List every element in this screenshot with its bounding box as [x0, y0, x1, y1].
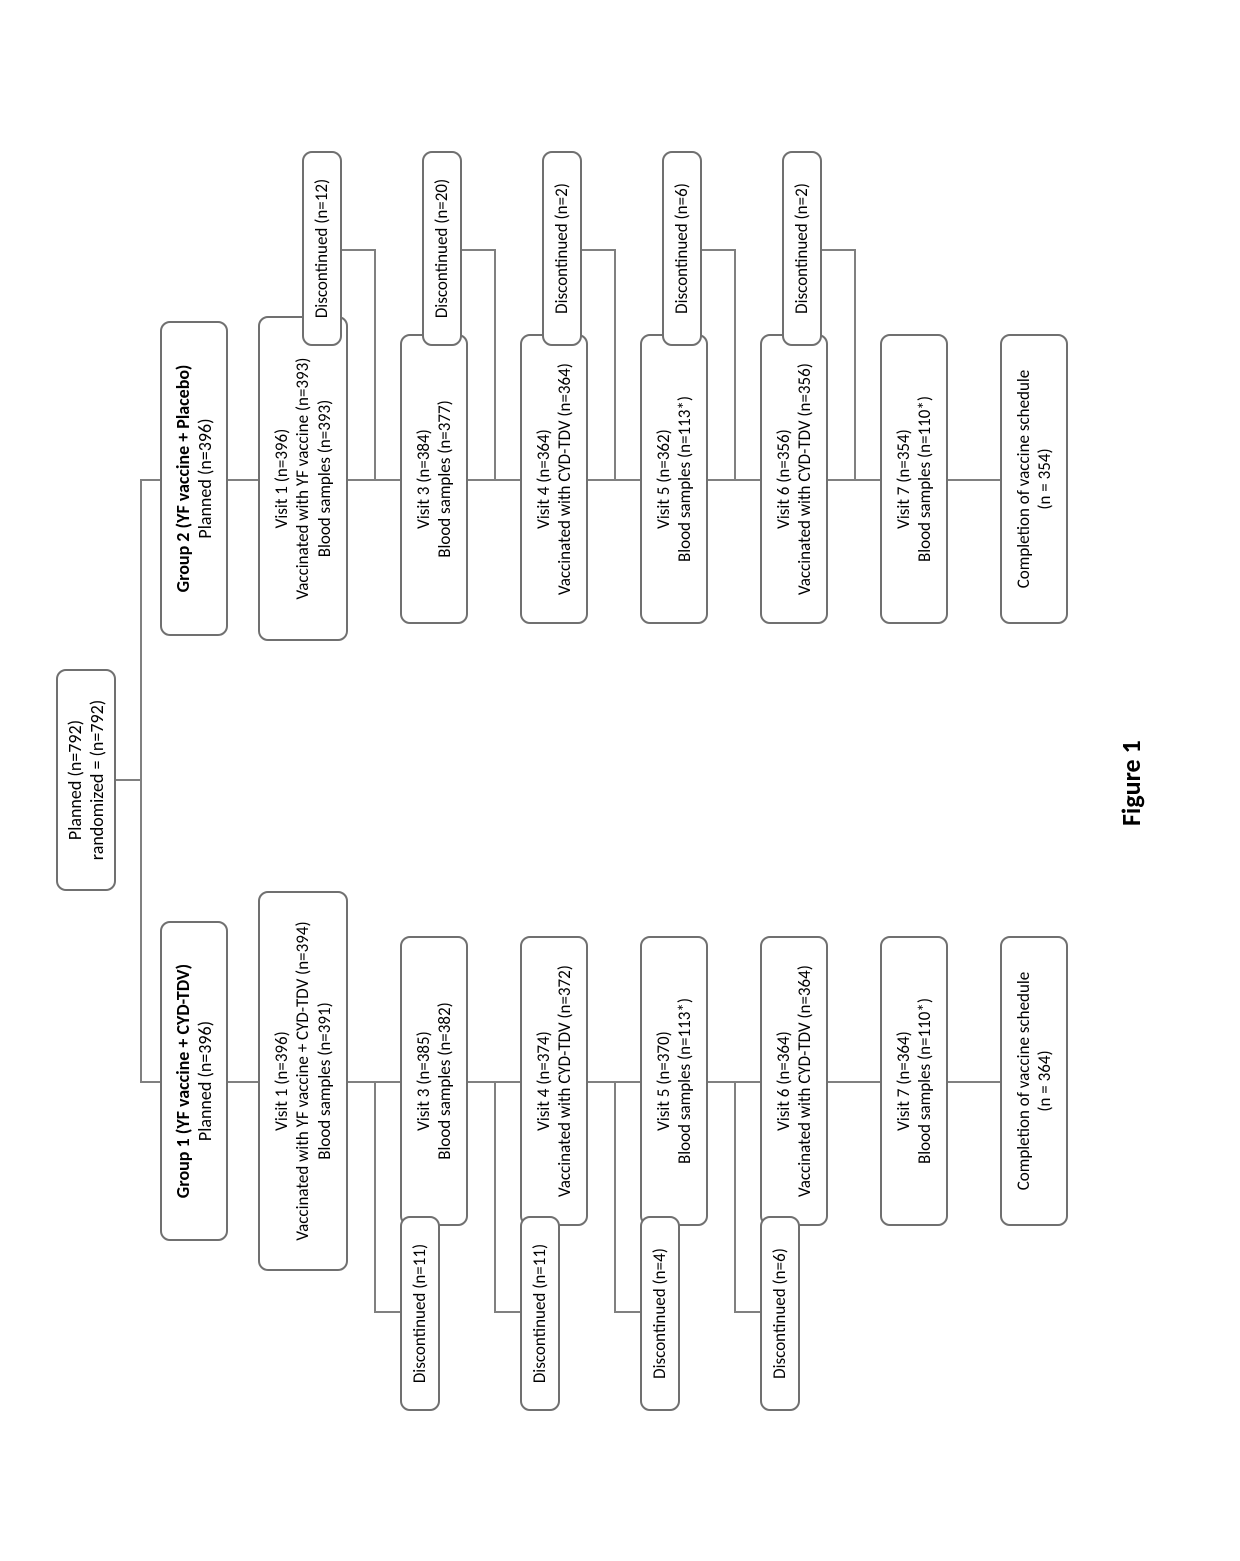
connector	[822, 249, 854, 251]
group1-header: Group 1 (YF vaccine + CYD-TDV) Planned (…	[160, 921, 228, 1241]
g2-v4-l2: Vaccinated with CYD-TDV (n=364)	[554, 363, 575, 595]
g1-visit7: Visit 7 (n=364) Blood samples (n=110*)	[880, 936, 948, 1226]
root-box: Planned (n=792) randomized = (n=792)	[56, 669, 116, 891]
connector	[228, 479, 258, 481]
g1-comp-l1: Completion of vaccine schedule	[1013, 972, 1034, 1191]
connector	[462, 249, 494, 251]
figure-caption: Figure 1	[1115, 740, 1147, 826]
g1-disc-1: Discontinued (n=11)	[400, 1216, 440, 1411]
connector	[494, 1311, 520, 1313]
g1-v7-l2: Blood samples (n=110*)	[914, 998, 935, 1164]
connector	[228, 1081, 258, 1083]
g1-visit3: Visit 3 (n=385) Blood samples (n=382)	[400, 936, 468, 1226]
g2-v3-l1: Visit 3 (n=384)	[413, 429, 434, 529]
g2-disc-2: Discontinued (n=20)	[422, 151, 462, 346]
g2-v5-l1: Visit 5 (n=362)	[653, 429, 674, 529]
g1-disc-2: Discontinued (n=11)	[520, 1216, 560, 1411]
connector	[374, 249, 376, 481]
g2-comp-l2: (n = 354)	[1034, 448, 1055, 509]
connector	[734, 1083, 736, 1313]
connector	[140, 1081, 160, 1083]
g2-disc-2-txt: Discontinued (n=20)	[431, 179, 452, 318]
group1-sub: Planned (n=396)	[194, 1021, 217, 1141]
g1-v3-l2: Blood samples (n=382)	[434, 1002, 455, 1160]
g2-disc-3-txt: Discontinued (n=2)	[551, 183, 572, 314]
g1-disc-3-txt: Discontinued (n=4)	[649, 1248, 670, 1379]
root-line2: randomized = (n=792)	[86, 700, 109, 860]
g1-visit6: Visit 6 (n=364) Vaccinated with CYD-TDV …	[760, 936, 828, 1226]
g1-v3-l1: Visit 3 (n=385)	[413, 1031, 434, 1131]
connector	[948, 1081, 1000, 1083]
g1-completion: Completion of vaccine schedule (n = 364)	[1000, 936, 1068, 1226]
connector	[614, 1083, 616, 1313]
connector	[374, 1083, 376, 1313]
g2-visit3: Visit 3 (n=384) Blood samples (n=377)	[400, 334, 468, 624]
g1-v7-l1: Visit 7 (n=364)	[893, 1031, 914, 1131]
g1-v5-l2: Blood samples (n=113*)	[674, 998, 695, 1164]
g1-v6-l2: Vaccinated with CYD-TDV (n=364)	[794, 965, 815, 1197]
g1-v5-l1: Visit 5 (n=370)	[653, 1031, 674, 1131]
g1-comp-l2: (n = 364)	[1034, 1050, 1055, 1111]
g1-disc-4: Discontinued (n=6)	[760, 1216, 800, 1411]
g2-v1-l3: Blood samples (n=393)	[314, 400, 335, 558]
group2-header: Group 2 (YF vaccine + Placebo) Planned (…	[160, 321, 228, 636]
g2-comp-l1: Completion of vaccine schedule	[1013, 370, 1034, 589]
g1-v6-l1: Visit 6 (n=364)	[773, 1031, 794, 1131]
group2-title: Group 2 (YF vaccine + Placebo)	[172, 365, 195, 593]
connector	[854, 249, 856, 481]
g2-disc-1: Discontinued (n=12)	[302, 151, 342, 346]
g1-v4-l1: Visit 4 (n=374)	[533, 1031, 554, 1131]
g2-disc-1-txt: Discontinued (n=12)	[311, 179, 332, 318]
g2-v7-l2: Blood samples (n=110*)	[914, 396, 935, 562]
g2-disc-3: Discontinued (n=2)	[542, 151, 582, 346]
connector	[494, 1083, 496, 1313]
g1-v4-l2: Vaccinated with CYD-TDV (n=372)	[554, 965, 575, 1197]
g2-visit5: Visit 5 (n=362) Blood samples (n=113*)	[640, 334, 708, 624]
g1-v1-l2: Vaccinated with YF vaccine + CYD-TDV (n=…	[292, 921, 313, 1240]
g2-v1-l2: Vaccinated with YF vaccine (n=393)	[292, 358, 313, 600]
g1-v1-l1: Visit 1 (n=396)	[271, 1031, 292, 1131]
g1-v1-l3: Blood samples (n=391)	[314, 1002, 335, 1160]
connector	[374, 1311, 400, 1313]
g2-visit4: Visit 4 (n=364) Vaccinated with CYD-TDV …	[520, 334, 588, 624]
g1-disc-3: Discontinued (n=4)	[640, 1216, 680, 1411]
connector	[342, 249, 374, 251]
g2-disc-4-txt: Discontinued (n=6)	[671, 183, 692, 314]
g2-v1-l1: Visit 1 (n=396)	[271, 429, 292, 529]
connector	[614, 1311, 640, 1313]
g2-disc-5-txt: Discontinued (n=2)	[791, 183, 812, 314]
connector	[614, 249, 616, 481]
connector	[140, 479, 160, 481]
connector	[116, 779, 140, 781]
g2-v7-l1: Visit 7 (n=354)	[893, 429, 914, 529]
connector	[734, 249, 736, 481]
g1-disc-4-txt: Discontinued (n=6)	[769, 1248, 790, 1379]
g2-visit7: Visit 7 (n=354) Blood samples (n=110*)	[880, 334, 948, 624]
g2-disc-4: Discontinued (n=6)	[662, 151, 702, 346]
g2-v6-l1: Visit 6 (n=356)	[773, 429, 794, 529]
g2-completion: Completion of vaccine schedule (n = 354)	[1000, 334, 1068, 624]
connector	[734, 1311, 760, 1313]
g2-v4-l1: Visit 4 (n=364)	[533, 429, 554, 529]
connector	[948, 479, 1000, 481]
connector	[828, 1081, 880, 1083]
g1-disc-2-txt: Discontinued (n=11)	[529, 1244, 550, 1383]
connector	[702, 249, 734, 251]
g2-v6-l2: Vaccinated with CYD-TDV (n=356)	[794, 363, 815, 595]
g2-v3-l2: Blood samples (n=377)	[434, 400, 455, 558]
connector	[140, 479, 142, 1083]
group1-title: Group 1 (YF vaccine + CYD-TDV)	[172, 964, 195, 1198]
g2-v5-l2: Blood samples (n=113*)	[674, 396, 695, 562]
g1-disc-1-txt: Discontinued (n=11)	[409, 1244, 430, 1383]
group2-sub: Planned (n=396)	[194, 418, 217, 538]
g1-visit1: Visit 1 (n=396) Vaccinated with YF vacci…	[258, 891, 348, 1271]
connector	[582, 249, 614, 251]
g2-visit1: Visit 1 (n=396) Vaccinated with YF vacci…	[258, 316, 348, 641]
root-line1: Planned (n=792)	[64, 720, 87, 840]
g2-disc-5: Discontinued (n=2)	[782, 151, 822, 346]
g2-visit6: Visit 6 (n=356) Vaccinated with CYD-TDV …	[760, 334, 828, 624]
connector	[494, 249, 496, 481]
g1-visit4: Visit 4 (n=374) Vaccinated with CYD-TDV …	[520, 936, 588, 1226]
g1-visit5: Visit 5 (n=370) Blood samples (n=113*)	[640, 936, 708, 1226]
